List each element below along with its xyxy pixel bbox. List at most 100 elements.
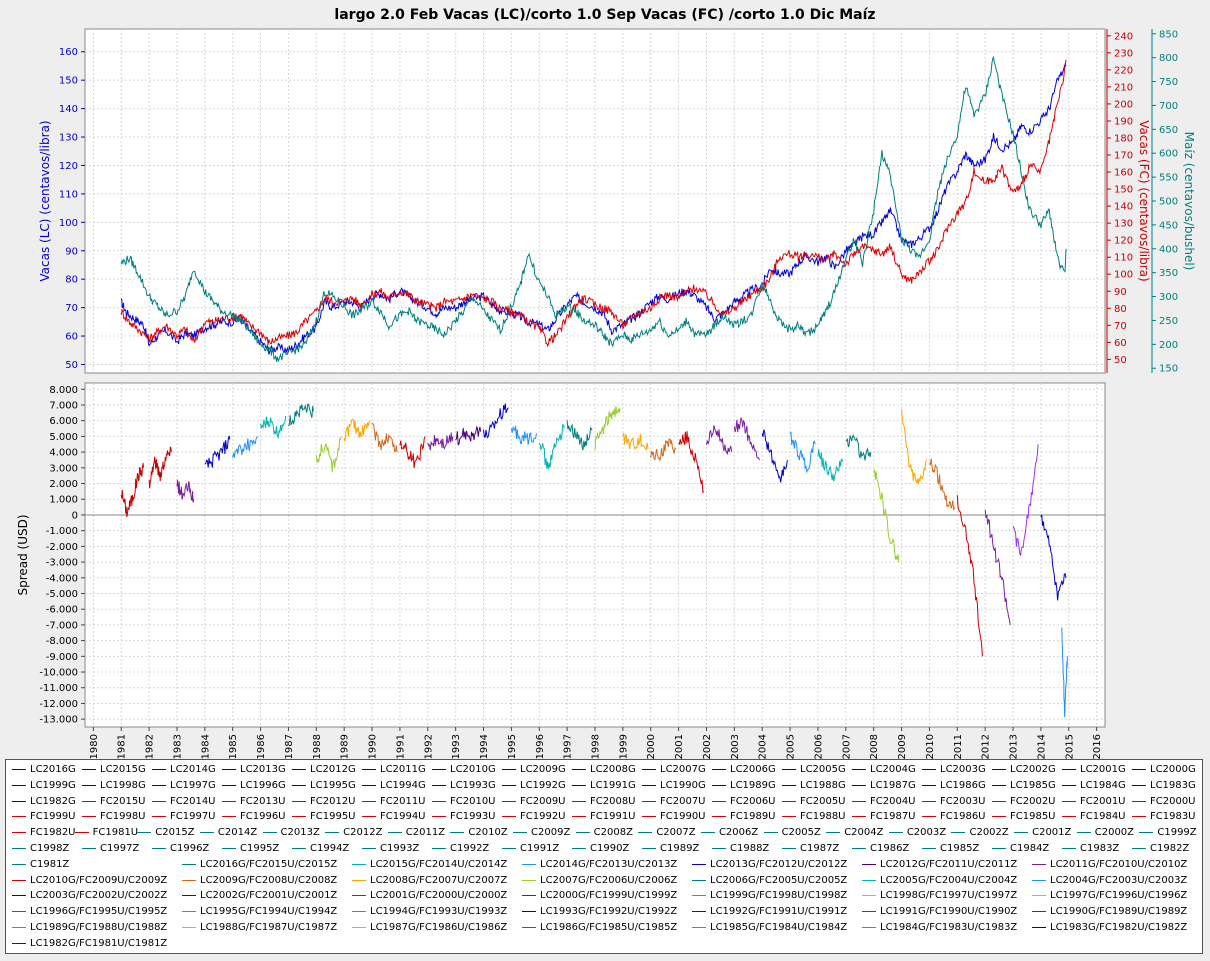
x-tick-label: 1990: [368, 734, 379, 759]
legend-swatch: [852, 816, 866, 818]
legend-label: FC1984U: [1080, 811, 1126, 823]
legend-label: LC2004G/FC2003U/C2003Z: [1050, 874, 1188, 886]
legend-label: FC1990U: [660, 811, 706, 823]
legend-label: LC1995G: [310, 779, 356, 791]
legend-swatch: [782, 848, 796, 849]
legend-label: FC2006U: [730, 795, 776, 807]
legend-label: C2014Z: [217, 827, 258, 839]
legend-swatch: [692, 863, 706, 865]
legend-label: LC2006G: [730, 764, 776, 775]
spread-tick-label: -3.000: [46, 558, 78, 569]
legend-swatch: [12, 911, 26, 913]
legend-swatch: [1132, 769, 1146, 770]
legend-swatch: [12, 895, 26, 897]
fc-tick-label: 140: [1114, 202, 1133, 213]
corn-tick-label: 550: [1159, 173, 1178, 184]
lc-tick-label: 50: [65, 360, 78, 371]
legend-label: C2001Z: [1032, 827, 1072, 839]
legend-label: C1991Z: [520, 843, 560, 854]
legend-swatch: [292, 800, 306, 802]
spread-segment: [455, 425, 482, 446]
fc-tick-label: 170: [1114, 151, 1133, 162]
legend-swatch: [1132, 800, 1146, 802]
x-tick-label: 1987: [284, 734, 295, 759]
legend-swatch: [992, 816, 1006, 818]
legend-label: FC1986U: [940, 811, 986, 823]
legend-label: C2011Z: [405, 827, 446, 839]
legend-label: LC2011G/FC2010U/C2010Z: [1050, 858, 1188, 870]
spread-segment: [650, 438, 677, 461]
legend-swatch: [12, 769, 26, 770]
spread-segment: [817, 449, 844, 482]
legend-label: LC1994G: [380, 779, 426, 791]
legend-label: FC2002U: [1010, 795, 1056, 807]
legend-swatch: [572, 800, 586, 802]
legend-label: LC1991G: [590, 779, 636, 791]
legend-label: LC1997G: [170, 779, 216, 791]
legend-swatch: [352, 895, 366, 897]
x-tick-label: 2007: [841, 734, 852, 759]
legend-label: FC2005U: [800, 795, 846, 807]
legend-swatch: [432, 816, 446, 818]
legend-label: LC2005G/FC2004U/C2004Z: [880, 874, 1018, 886]
legend-swatch: [922, 784, 936, 786]
x-tick-label: 1995: [507, 734, 518, 759]
legend-swatch: [152, 784, 166, 786]
fc-tick-label: 210: [1114, 82, 1133, 93]
legend-swatch: [82, 816, 96, 818]
x-tick-label: 2002: [702, 734, 713, 759]
legend-label: LC2013G: [240, 764, 286, 775]
lc-tick-label: 110: [59, 189, 78, 200]
legend-label: C2003Z: [906, 827, 947, 839]
x-tick-label: 1999: [618, 734, 629, 759]
fc-tick-label: 200: [1114, 99, 1133, 110]
legend-label: LC1996G: [240, 779, 286, 791]
legend-swatch: [292, 848, 306, 849]
corn-tick-label: 450: [1159, 220, 1178, 231]
x-tick-label: 2014: [1036, 734, 1047, 759]
spread-tick-label: -9.000: [46, 652, 78, 663]
legend-swatch: [992, 784, 1006, 786]
legend-label: LC2014G/FC2013U/C2013Z: [540, 858, 678, 870]
legend-swatch: [137, 832, 152, 834]
fc-tick-label: 110: [1114, 253, 1133, 264]
legend-label: FC2009U: [520, 795, 566, 807]
legend-label: FC2004U: [870, 795, 916, 807]
corn-tick-label: 600: [1159, 149, 1178, 160]
spread-tick-label: 7.000: [49, 400, 78, 411]
legend-label: LC2013G/FC2012U/C2012Z: [710, 858, 848, 870]
legend-swatch: [82, 784, 96, 786]
legend-label: LC1992G/FC1991U/C1991Z: [710, 906, 848, 918]
legend-label: FC1994U: [380, 811, 426, 823]
legend-swatch: [502, 784, 516, 786]
legend-label: LC2001G/FC2000U/C2000Z: [370, 890, 508, 902]
legend-swatch: [1076, 832, 1091, 834]
spread-segment: [789, 431, 816, 474]
legend-swatch: [712, 769, 726, 770]
x-tick-label: 1985: [228, 734, 239, 759]
chart-title: largo 2.0 Feb Vacas (LC)/corto 1.0 Sep V…: [334, 7, 875, 23]
corn-tick-label: 850: [1159, 29, 1178, 40]
legend-swatch: [522, 879, 536, 881]
spread-panel: 8.000 7.000 6.000 5.000 4.000 3.000 2.000 1.000…: [16, 382, 1106, 728]
legend-swatch: [992, 848, 1006, 849]
legend-label: C1987Z: [800, 843, 840, 854]
legend-swatch: [712, 848, 726, 849]
legend-swatch: [922, 800, 936, 802]
spread-segment: [594, 406, 621, 451]
legend-label: FC2013U: [240, 795, 286, 807]
legend-label: LC2002G: [1010, 764, 1056, 775]
legend-swatch: [12, 832, 26, 834]
legend-label: LC1998G/FC1997U/C1997Z: [880, 890, 1018, 902]
legend-swatch: [922, 816, 936, 818]
legend-swatch: [522, 911, 536, 913]
legend-label: LC1994G/FC1993U/C1993Z: [370, 906, 508, 918]
legend-swatch: [502, 848, 516, 849]
legend-label: LC1989G: [730, 779, 776, 791]
spread-segment: [315, 436, 342, 473]
legend-label: C1994Z: [310, 843, 350, 854]
legend-label: FC2015U: [100, 795, 146, 807]
legend-swatch: [432, 848, 446, 849]
legend-label: FC1982U: [30, 827, 76, 839]
legend-label: LC1986G: [940, 779, 986, 791]
